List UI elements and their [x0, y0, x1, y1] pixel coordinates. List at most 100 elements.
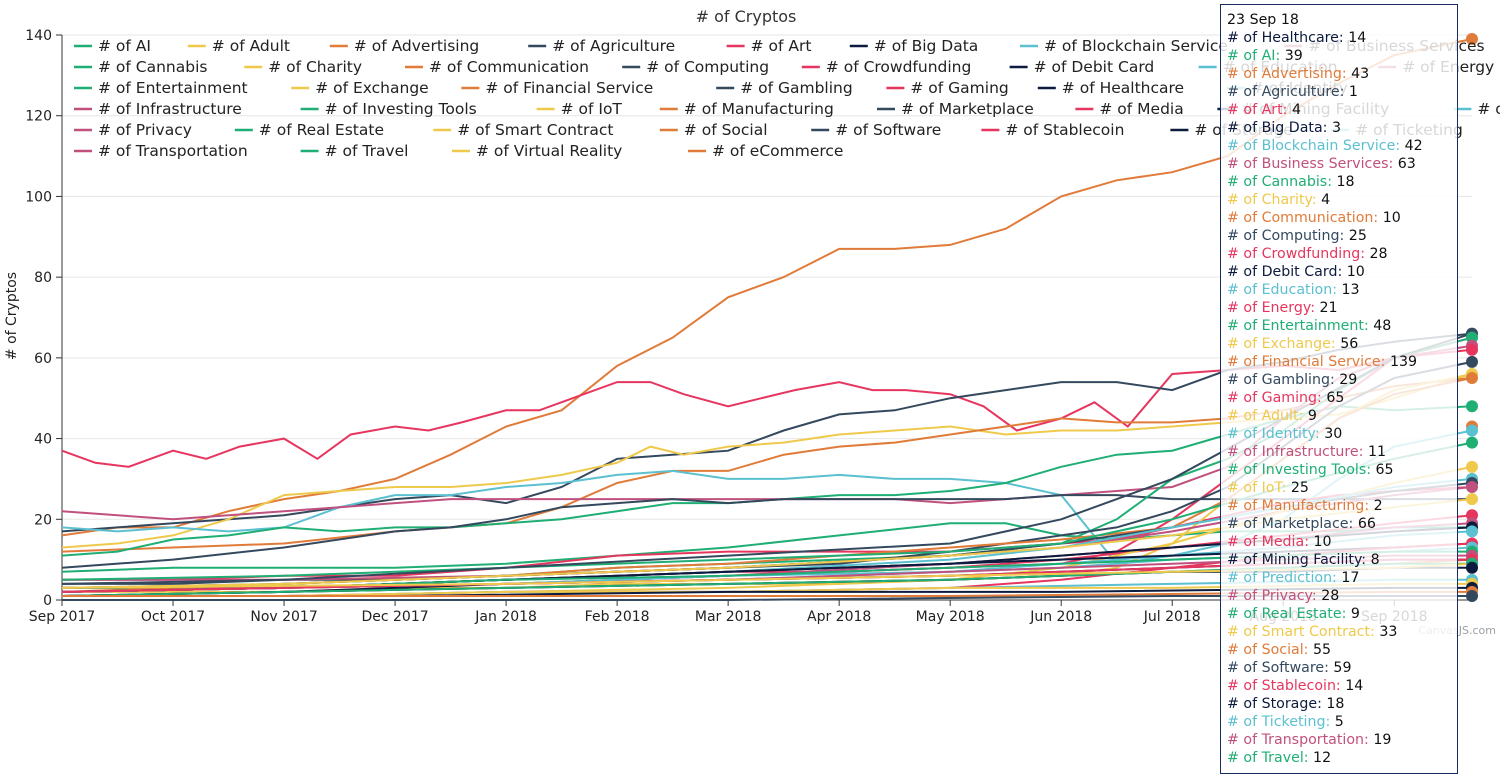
- tooltip-entry-label: # of Prediction:: [1227, 570, 1337, 586]
- legend-item: # of Financial Service: [461, 79, 653, 97]
- tooltip-entry: # of Infrastructure: 11: [1227, 443, 1457, 461]
- x-tick-label: Dec 2017: [361, 609, 428, 625]
- legend-item: # of Gambling: [716, 79, 853, 97]
- tooltip-entry: # of Gambling: 29: [1227, 371, 1457, 389]
- legend-label: # of Travel: [325, 142, 409, 160]
- series-marker: [1466, 33, 1478, 46]
- series-marker: [1466, 493, 1478, 506]
- x-tick-label: Jun 2018: [1029, 609, 1092, 625]
- legend-label: # of Real Estate: [259, 121, 384, 139]
- tooltip-entry-value: 9: [1346, 606, 1360, 622]
- tooltip-entry-value: 14: [1343, 30, 1367, 46]
- tooltip-entry: # of Business Services: 63: [1227, 155, 1457, 173]
- legend-item: # of Agriculture: [528, 37, 675, 55]
- legend-item: # of eCommerce: [688, 142, 843, 160]
- tooltip-entry-value: 9: [1303, 408, 1317, 424]
- series-marker: [1466, 589, 1478, 602]
- tooltip-entry-value: 56: [1335, 336, 1359, 352]
- legend-label: # of Communication: [429, 58, 589, 76]
- tooltip-entry-value: 4: [1316, 192, 1331, 208]
- tooltip-entry-value: 30: [1319, 426, 1343, 442]
- legend-label: # of Exchange: [315, 79, 429, 97]
- tooltip-entry-label: # of Social:: [1227, 642, 1309, 658]
- legend-label: # of Prediction: [1477, 100, 1500, 118]
- tooltip-entry-label: # of Entertainment:: [1227, 318, 1369, 334]
- series-line: [61, 38, 1473, 537]
- legend-label: # of Virtual Reality: [476, 142, 622, 160]
- tooltip-entry-label: # of Real Estate:: [1227, 606, 1347, 622]
- tooltip-entry-value: 10: [1378, 210, 1401, 226]
- tooltip-entry-label: # of Privacy:: [1227, 588, 1317, 604]
- legend-label: # of Adult: [212, 37, 290, 55]
- x-tick-label: Nov 2017: [250, 609, 317, 625]
- tooltip-entry-value: 33: [1374, 624, 1398, 640]
- y-tick-label: 80: [34, 270, 52, 286]
- tooltip-entry-label: # of Transportation:: [1227, 732, 1369, 748]
- tooltip-entry-value: 139: [1385, 354, 1418, 370]
- series-marker: [1466, 460, 1478, 473]
- tooltip-entry: # of Media: 10: [1227, 533, 1457, 551]
- tooltip-entry: # of Social: 55: [1227, 641, 1457, 659]
- tooltip-entry-value: 12: [1308, 750, 1332, 766]
- tooltip-entry-label: # of Computing:: [1227, 228, 1345, 244]
- tooltip-entry: # of Adult: 9: [1227, 407, 1457, 425]
- legend-item: # of Communication: [405, 58, 589, 76]
- tooltip-entry-value: 59: [1328, 660, 1352, 676]
- tooltip-entry-label: # of Mining Facility:: [1227, 552, 1367, 568]
- legend-label: # of Healthcare: [1062, 79, 1184, 97]
- tooltip-entry-value: 48: [1368, 318, 1392, 334]
- tooltip-entry-value: 43: [1346, 66, 1370, 82]
- x-tick-label: Feb 2018: [585, 609, 650, 625]
- tooltip-entry: # of Marketplace: 66: [1227, 515, 1457, 533]
- tooltip-entry: # of Debit Card: 10: [1227, 263, 1457, 281]
- tooltip-entry-value: 10: [1308, 534, 1332, 550]
- legend-item: # of Social: [659, 121, 768, 139]
- tooltip-entry: # of Blockchain Service: 42: [1227, 137, 1457, 155]
- tooltip-entry: # of Identity: 30: [1227, 425, 1457, 443]
- legend-label: # of Marketplace: [901, 100, 1034, 118]
- tooltip-entry-label: # of Media:: [1227, 534, 1309, 550]
- legend-item: # of Advertising: [329, 37, 479, 55]
- tooltip: 23 Sep 18 # of Healthcare: 14 # of AI: 39…: [1220, 4, 1458, 774]
- series-marker: [1466, 561, 1478, 574]
- tooltip-entry: # of Investing Tools: 65: [1227, 461, 1457, 479]
- series-marker: [1466, 436, 1478, 449]
- tooltip-entry: # of Smart Contract: 33: [1227, 623, 1457, 641]
- tooltip-entry-label: # of Healthcare:: [1227, 30, 1344, 46]
- tooltip-entry-label: # of Identity:: [1227, 426, 1320, 442]
- tooltip-entry-label: # of Big Data:: [1227, 120, 1328, 136]
- tooltip-entry-label: # of Charity:: [1227, 192, 1317, 208]
- legend-item: # of Software: [811, 121, 941, 139]
- tooltip-entry-label: # of Storage:: [1227, 696, 1322, 712]
- tooltip-entry-value: 19: [1368, 732, 1392, 748]
- tooltip-entry: # of Charity: 4: [1227, 191, 1457, 209]
- tooltip-entry: # of Computing: 25: [1227, 227, 1457, 245]
- y-tick-label: 20: [34, 512, 52, 528]
- tooltip-entry-label: # of Agriculture:: [1227, 84, 1345, 100]
- tooltip-entry: # of Real Estate: 9: [1227, 605, 1457, 623]
- x-tick-label: Jul 2018: [1143, 609, 1201, 625]
- tooltip-entry-value: 65: [1321, 390, 1345, 406]
- tooltip-entry-label: # of Travel:: [1227, 750, 1309, 766]
- tooltip-entry: # of AI: 39: [1227, 47, 1457, 65]
- tooltip-entry-value: 13: [1337, 282, 1360, 298]
- tooltip-entry-label: # of Blockchain Service:: [1227, 138, 1401, 154]
- legend-label: # of Investing Tools: [325, 100, 477, 118]
- legend-label: # of Debit Card: [1034, 58, 1155, 76]
- legend-label: # of Crowdfunding: [826, 58, 972, 76]
- legend-item: # of Marketplace: [877, 100, 1034, 118]
- legend-label: # of Charity: [268, 58, 362, 76]
- legend-item: # of Real Estate: [234, 121, 384, 139]
- tooltip-entry-value: 1: [1344, 84, 1358, 100]
- tooltip-entry-value: 10: [1342, 264, 1365, 280]
- series-line: [61, 348, 1473, 468]
- legend-item: # of Gaming: [886, 79, 1009, 97]
- tooltip-entry-value: 63: [1393, 156, 1416, 172]
- series-marker: [1466, 355, 1478, 368]
- legend-item: # of Entertainment: [74, 79, 248, 97]
- tooltip-entry: # of Transportation: 19: [1227, 731, 1457, 749]
- tooltip-entry-value: 25: [1286, 480, 1309, 496]
- x-tick-label: May 2018: [916, 609, 985, 625]
- tooltip-entry: # of IoT: 25: [1227, 479, 1457, 497]
- tooltip-entry-label: # of Software:: [1227, 660, 1329, 676]
